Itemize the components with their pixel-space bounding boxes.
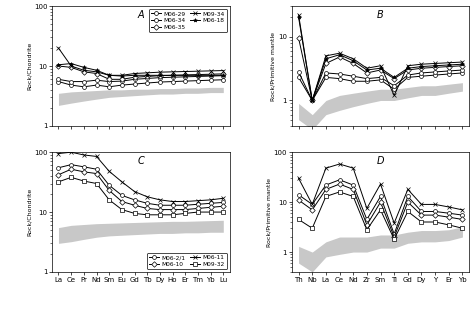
Legend: M06-29, M06-34, M06-35, M09-34, M06-18: M06-29, M06-34, M06-35, M09-34, M06-18	[148, 9, 227, 32]
Text: D: D	[377, 156, 384, 166]
Text: A: A	[137, 10, 144, 20]
Text: B: B	[377, 10, 384, 20]
Legend: M06-2/1, M06-10, M06-11, M09-32: M06-2/1, M06-10, M06-11, M09-32	[146, 253, 227, 269]
Y-axis label: Rock/Primitive mantle: Rock/Primitive mantle	[271, 32, 276, 100]
Y-axis label: Rock/Chondrite: Rock/Chondrite	[27, 188, 32, 236]
Text: C: C	[137, 156, 144, 166]
Y-axis label: Rock/Primitive mantle: Rock/Primitive mantle	[266, 178, 271, 247]
Y-axis label: Rock/Chondrite: Rock/Chondrite	[27, 42, 32, 90]
